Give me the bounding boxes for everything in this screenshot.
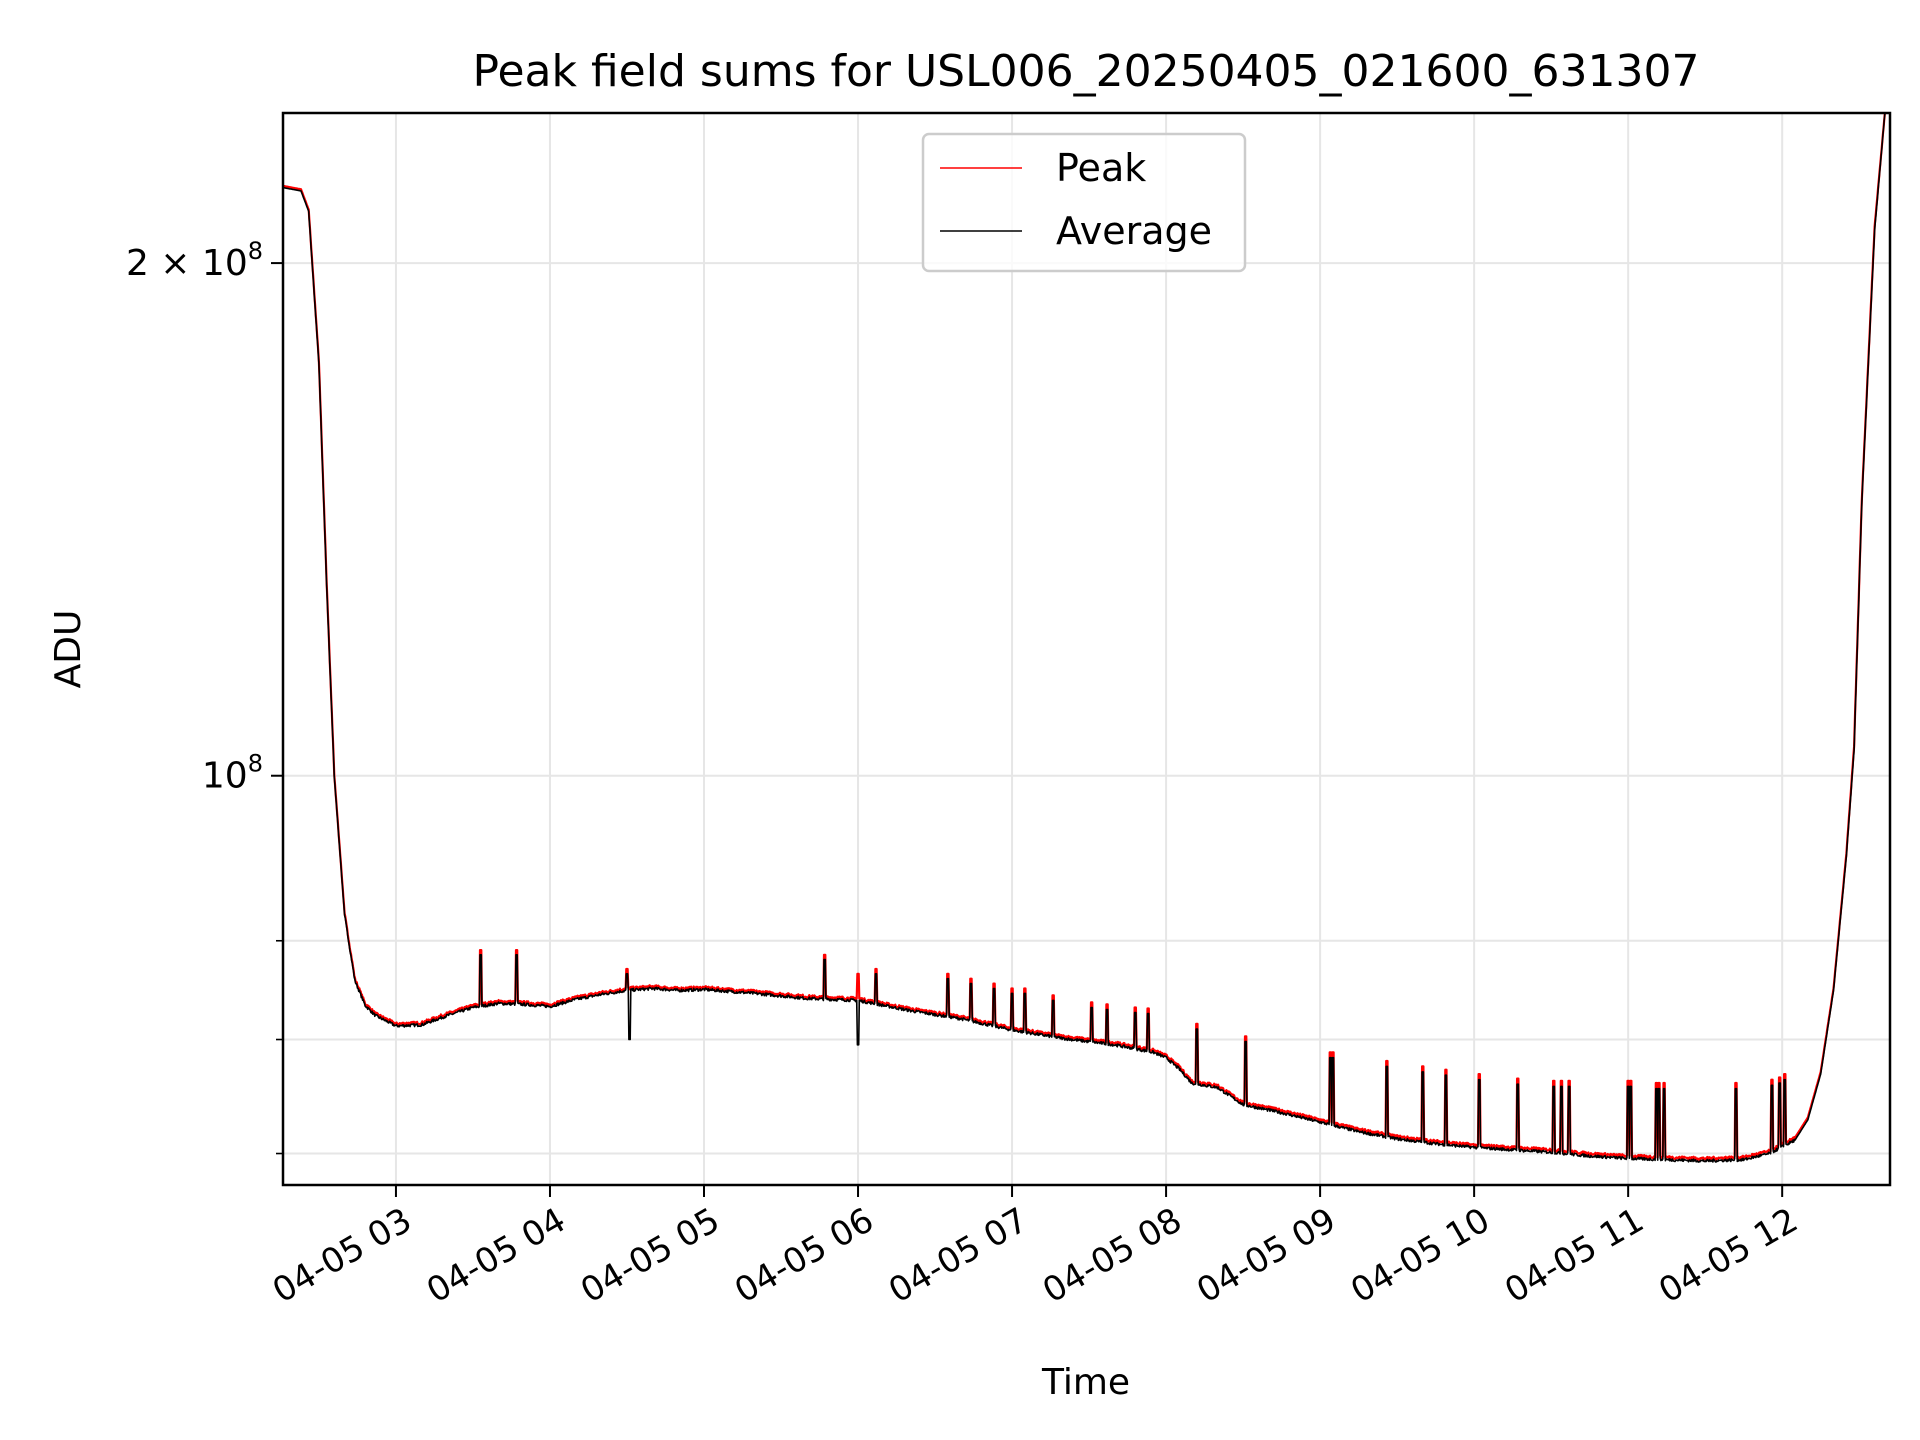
series-line-average xyxy=(282,112,1886,1163)
plot-frame xyxy=(281,111,1892,1187)
chart-title: Peak field sums for USL006_20250405_0216… xyxy=(473,46,1700,97)
legend: Peak Average xyxy=(921,132,1247,273)
y-axis-label: ADU xyxy=(48,610,89,689)
legend-label-peak: Peak xyxy=(1056,146,1146,190)
x-axis-label: Time xyxy=(1041,1362,1130,1403)
plot-layer xyxy=(282,112,1886,1163)
series-line-peak xyxy=(282,112,1886,1161)
y-tick-label: 108 xyxy=(202,750,263,797)
legend-label-average: Average xyxy=(1056,209,1212,253)
y-tick-label: 2 × 108 xyxy=(126,237,263,284)
